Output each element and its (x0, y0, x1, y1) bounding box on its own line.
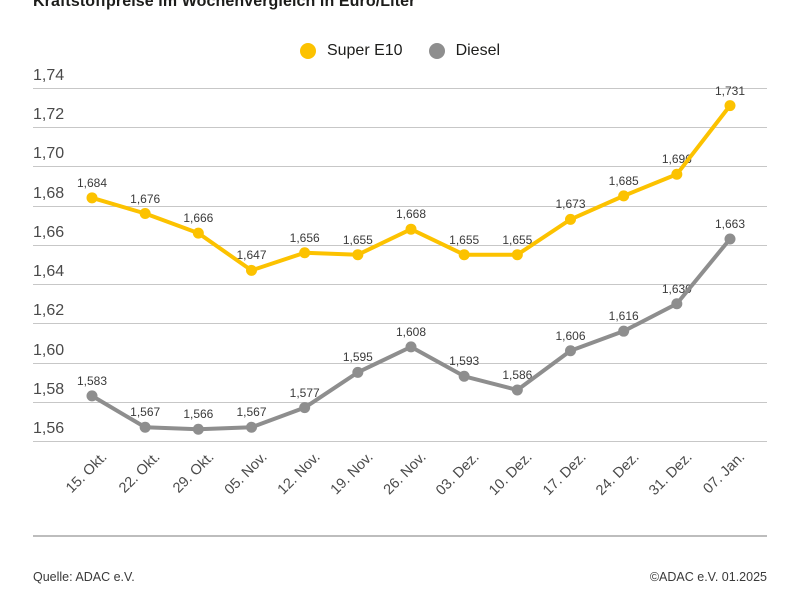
gridline (33, 401, 767, 403)
y-axis-tick-label: 1,70 (33, 145, 65, 163)
x-axis-tick-text: 26. Nov. (380, 449, 430, 499)
data-point-marker (192, 227, 204, 239)
source-label: Quelle: ADAC e.V. (33, 570, 135, 584)
data-point-marker (511, 384, 523, 396)
x-axis-tick-text: 24. Dez. (592, 449, 643, 499)
gridline (33, 88, 767, 89)
y-axis-tick-label: 1,64 (33, 263, 65, 281)
data-point-marker (405, 341, 417, 353)
data-point-marker (671, 168, 683, 180)
data-point-label: 1,655 (502, 232, 533, 247)
data-point-label: 1,647 (236, 248, 267, 263)
y-axis-tick-label: 1,62 (33, 302, 65, 320)
x-axis-tick-text: 22. Okt. (116, 449, 164, 497)
x-axis-tick-text: 15. Okt. (63, 449, 111, 497)
chart-legend: Super E10 Diesel (0, 42, 800, 60)
gridline (33, 166, 767, 168)
data-point-marker (139, 421, 151, 433)
data-point-label: 1,696 (661, 152, 692, 167)
gridline (33, 441, 767, 442)
data-point-label: 1,673 (555, 197, 586, 212)
data-point-marker (618, 190, 630, 202)
data-point-label: 1,666 (183, 211, 214, 226)
x-axis-tick-text: 12. Nov. (274, 449, 324, 499)
super-e10-swatch-icon (299, 43, 316, 59)
data-point-marker (246, 264, 257, 276)
legend-label-diesel: Diesel (455, 42, 501, 59)
y-axis-tick-label: 1,58 (33, 380, 65, 398)
data-point-marker (458, 249, 470, 261)
data-point-marker (352, 366, 364, 378)
x-axis-tick-text: 05. Nov. (221, 449, 271, 499)
data-point-marker (405, 223, 417, 235)
diesel-swatch-icon (428, 43, 445, 59)
x-axis-tick-text: 19. Nov. (327, 449, 377, 499)
data-point-label: 1,616 (608, 309, 639, 324)
legend-item-super-e10: Super E10 (299, 42, 403, 60)
y-axis-tick-label: 1,74 (33, 67, 65, 84)
x-axis-tick-text: 10. Dez. (486, 449, 536, 499)
data-point-label: 1,655 (342, 232, 373, 247)
data-point-marker (246, 421, 257, 433)
data-point-label: 1,586 (502, 368, 533, 382)
data-point-label: 1,684 (76, 175, 108, 190)
copyright-label: ©ADAC e.V. 01.2025 (649, 570, 767, 584)
x-axis-tick-text: 07. Jan. (700, 449, 749, 498)
data-point-label: 1,656 (289, 230, 320, 245)
data-point-label: 1,663 (714, 217, 746, 231)
data-point-marker (671, 298, 683, 310)
gridline (33, 127, 767, 129)
chart-title: Kraftstoffpreise im Wochenvergleich in E… (33, 0, 416, 10)
data-point-label: 1,567 (130, 405, 161, 420)
y-axis-tick-label: 1,66 (33, 223, 65, 241)
x-axis-tick-text: 31. Dez. (645, 449, 696, 499)
y-axis-tick-label: 1,60 (33, 341, 65, 359)
data-point-marker (299, 247, 311, 259)
data-point-label: 1,608 (395, 324, 427, 339)
x-axis-tick-text: 03. Dez. (433, 449, 483, 499)
data-point-label: 1,593 (449, 354, 480, 369)
data-point-label: 1,577 (289, 385, 320, 400)
data-point-marker (565, 345, 576, 357)
data-point-marker (565, 213, 576, 225)
data-point-marker (352, 249, 364, 261)
data-point-label: 1,630 (661, 281, 692, 296)
data-point-label: 1,606 (555, 328, 586, 343)
data-point-marker (86, 192, 98, 204)
data-point-marker (458, 370, 470, 382)
data-point-label: 1,595 (342, 350, 373, 365)
gridline (33, 244, 767, 246)
y-axis-tick-label: 1,72 (33, 106, 65, 124)
x-axis-tick-text: 29. Okt. (169, 449, 217, 497)
data-point-marker (618, 325, 630, 337)
legend-label-super-e10: Super E10 (326, 42, 403, 59)
data-point-label: 1,685 (608, 173, 639, 188)
data-point-label: 1,676 (130, 191, 161, 206)
data-point-marker (299, 402, 311, 414)
y-axis-tick-label: 1,56 (33, 420, 65, 437)
gridline (33, 284, 767, 286)
x-axis-tick-text: 17. Dez. (539, 449, 590, 499)
data-point-label: 1,566 (183, 407, 214, 422)
data-point-marker (139, 208, 151, 220)
data-point-marker (86, 390, 98, 402)
data-point-label: 1,731 (714, 83, 746, 98)
gridline (33, 362, 767, 364)
data-point-marker (724, 100, 736, 112)
data-point-label: 1,655 (449, 232, 480, 247)
data-point-marker (511, 249, 523, 261)
legend-item-diesel: Diesel (428, 42, 501, 60)
y-axis-tick-label: 1,68 (33, 184, 65, 202)
data-point-label: 1,567 (236, 405, 267, 420)
data-point-marker (192, 423, 204, 435)
footer-divider (33, 535, 767, 537)
data-point-marker (724, 233, 736, 245)
data-point-label: 1,583 (76, 373, 108, 388)
data-point-label: 1,668 (395, 207, 427, 222)
